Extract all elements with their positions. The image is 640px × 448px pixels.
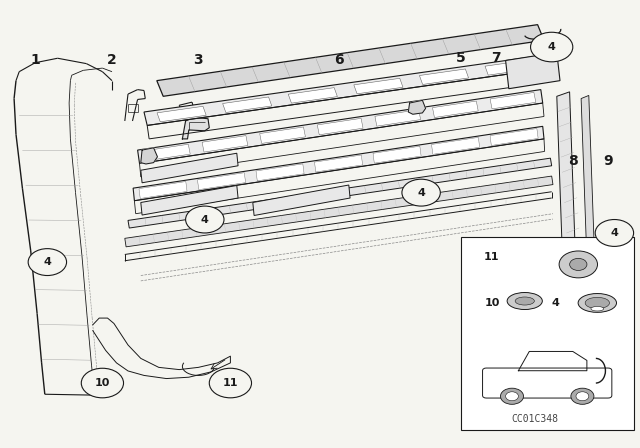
Polygon shape	[518, 351, 587, 371]
Polygon shape	[408, 100, 426, 114]
Text: 6: 6	[334, 53, 344, 68]
Polygon shape	[557, 92, 576, 279]
Circle shape	[576, 392, 589, 401]
Text: 1: 1	[30, 53, 40, 68]
Polygon shape	[256, 164, 304, 181]
Polygon shape	[317, 118, 363, 135]
Polygon shape	[490, 129, 538, 146]
Circle shape	[500, 388, 524, 404]
Polygon shape	[431, 138, 479, 154]
Polygon shape	[373, 146, 421, 163]
Text: 4: 4	[552, 298, 560, 308]
Text: 11: 11	[223, 378, 238, 388]
Polygon shape	[253, 185, 350, 215]
Polygon shape	[157, 25, 544, 96]
Circle shape	[402, 179, 440, 206]
Text: 10: 10	[484, 298, 500, 308]
Polygon shape	[182, 117, 209, 139]
Polygon shape	[581, 95, 595, 277]
Circle shape	[81, 368, 124, 398]
Polygon shape	[128, 158, 552, 228]
Polygon shape	[125, 176, 553, 247]
Text: 8: 8	[568, 154, 578, 168]
Circle shape	[209, 368, 252, 398]
Text: 9: 9	[603, 154, 613, 168]
Circle shape	[595, 220, 634, 246]
Polygon shape	[145, 144, 190, 161]
Text: CC01C348: CC01C348	[511, 414, 558, 424]
Text: 4: 4	[611, 228, 618, 238]
Ellipse shape	[515, 297, 534, 305]
Ellipse shape	[585, 297, 609, 309]
Circle shape	[570, 258, 587, 271]
Circle shape	[186, 206, 224, 233]
Polygon shape	[141, 148, 157, 164]
Text: 3: 3	[193, 53, 204, 68]
Text: 2: 2	[107, 53, 117, 68]
Polygon shape	[354, 78, 403, 94]
Polygon shape	[375, 110, 420, 126]
Circle shape	[559, 251, 598, 278]
Polygon shape	[141, 153, 238, 183]
Circle shape	[571, 388, 594, 404]
Text: 4: 4	[44, 257, 51, 267]
Polygon shape	[133, 126, 544, 201]
Polygon shape	[138, 90, 543, 164]
Polygon shape	[144, 56, 541, 125]
Polygon shape	[223, 97, 272, 112]
Ellipse shape	[578, 293, 616, 312]
Text: 4: 4	[417, 188, 425, 198]
Polygon shape	[506, 52, 560, 89]
FancyBboxPatch shape	[483, 368, 612, 398]
Circle shape	[28, 249, 67, 276]
Polygon shape	[314, 155, 363, 172]
Text: 4: 4	[201, 215, 209, 224]
Ellipse shape	[591, 306, 604, 311]
Text: 4: 4	[548, 42, 556, 52]
Circle shape	[506, 392, 518, 401]
Polygon shape	[485, 60, 534, 75]
Text: 5: 5	[456, 51, 466, 65]
Polygon shape	[141, 185, 238, 215]
Text: 7: 7	[491, 51, 501, 65]
Bar	[461, 237, 634, 430]
Ellipse shape	[507, 293, 542, 310]
Polygon shape	[260, 127, 305, 143]
Text: 11: 11	[484, 252, 500, 262]
Text: 10: 10	[95, 378, 110, 388]
Polygon shape	[419, 69, 468, 85]
Polygon shape	[433, 101, 478, 117]
Polygon shape	[288, 88, 337, 103]
Polygon shape	[202, 136, 248, 152]
Circle shape	[531, 32, 573, 62]
Polygon shape	[139, 181, 187, 198]
Polygon shape	[198, 173, 246, 190]
Polygon shape	[490, 92, 536, 109]
Polygon shape	[157, 106, 206, 122]
